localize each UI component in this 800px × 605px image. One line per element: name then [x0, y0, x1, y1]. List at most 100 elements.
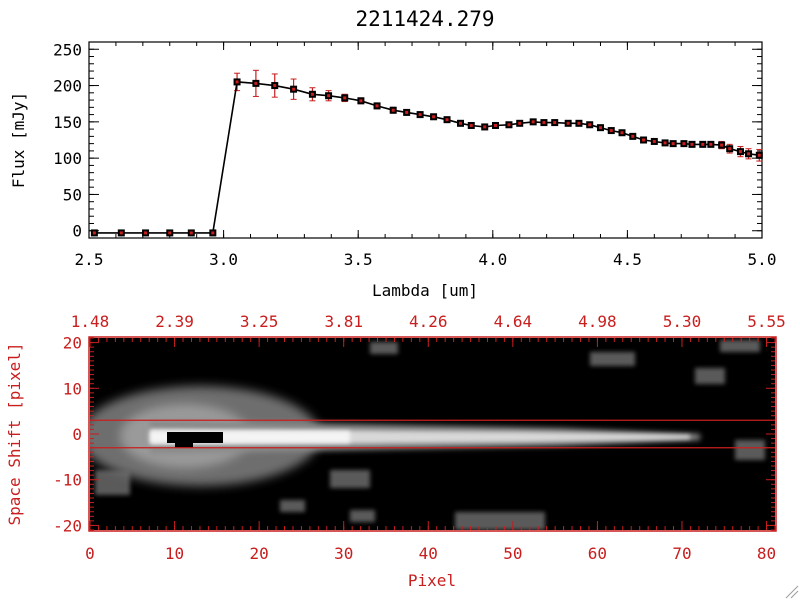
- space-shift-tick-label: 0: [72, 425, 82, 444]
- wavelength-tick-label: 3.25: [240, 312, 279, 331]
- spectrum-error-bars: [234, 69, 763, 162]
- spectrum-x-tick-label: 4.5: [613, 250, 642, 269]
- data-point-center: [757, 153, 761, 157]
- pixel-tick-label: 10: [165, 544, 184, 563]
- data-point-center: [483, 125, 487, 129]
- data-point-center: [418, 113, 422, 117]
- data-point-center: [375, 104, 379, 108]
- pixel-tick-label: 60: [588, 544, 607, 563]
- noise-patches: [95, 340, 765, 530]
- spectrum-plot: 2.5 3.0 3.5 4.0 4.5 5.0 0 50 100 150 200 250: [53, 40, 776, 269]
- space-shift-tick-label: -20: [53, 516, 82, 535]
- space-shift-axis-label: Space Shift [pixel]: [5, 342, 24, 525]
- data-point-center: [631, 134, 635, 138]
- space-shift-tick-label: -10: [53, 471, 82, 490]
- chart-title: 2211424.279: [355, 7, 494, 31]
- spectrum-line: [94, 81, 760, 234]
- data-point-center: [469, 123, 473, 127]
- data-point-center: [327, 94, 331, 98]
- data-point-center: [310, 92, 314, 96]
- data-point-center: [235, 80, 239, 84]
- data-point-center: [642, 138, 646, 142]
- spectrum-x-tick-label: 5.0: [748, 250, 777, 269]
- data-point-center: [542, 121, 546, 125]
- pixel-tick-label: 40: [419, 544, 438, 563]
- data-point-center: [663, 141, 667, 145]
- spectrum-x-tick-label: 4.0: [478, 250, 507, 269]
- pixel-tick-labels: 0 10 20 30 40 50 60 70 80: [85, 544, 776, 563]
- data-point-center: [254, 81, 258, 85]
- data-point-center: [119, 231, 123, 235]
- spectrum-y-tick-label: 150: [53, 113, 82, 132]
- spectrum-markers: [90, 78, 763, 237]
- data-point-center: [92, 231, 96, 235]
- data-point-center: [728, 147, 732, 151]
- wavelength-tick-label: 5.30: [663, 312, 702, 331]
- pixel-tick-label: 20: [250, 544, 269, 563]
- spectrum-x-axis-label: Lambda [um]: [372, 281, 478, 300]
- space-shift-tick-label: 10: [63, 379, 82, 398]
- space-shift-tick-label: 20: [63, 334, 82, 353]
- data-point-center: [652, 139, 656, 143]
- data-point-center: [747, 152, 751, 156]
- saturated-core: [167, 432, 223, 443]
- data-point-center: [458, 121, 462, 125]
- spectrum-x-tick-label: 3.0: [209, 250, 238, 269]
- pixel-tick-label: 80: [757, 544, 776, 563]
- pixel-tick-label: 0: [85, 544, 95, 563]
- wavelength-tick-label: 5.55: [747, 312, 786, 331]
- data-point-center: [211, 231, 215, 235]
- data-point-center: [432, 115, 436, 119]
- wavelength-tick-labels: 1.48 2.39 3.25 3.81 4.26 4.64 4.98 5.30 5.55: [71, 312, 786, 331]
- data-point-center: [359, 99, 363, 103]
- data-point-center: [168, 231, 172, 235]
- data-point-center: [405, 110, 409, 114]
- data-point-center: [671, 142, 675, 146]
- data-point-center: [518, 121, 522, 125]
- spectrum-plot-frame: [88, 41, 763, 239]
- spectrum-y-tick-label: 0: [72, 222, 82, 241]
- data-point-center: [189, 231, 193, 235]
- spectrum-ticks: [88, 42, 763, 238]
- data-point-center: [738, 150, 742, 154]
- spectrum-x-tick-label: 3.5: [344, 250, 373, 269]
- wavelength-tick-label: 3.81: [324, 312, 363, 331]
- saturated-core-notch: [175, 442, 193, 448]
- wavelength-tick-label: 4.98: [578, 312, 617, 331]
- data-point-center: [343, 96, 347, 100]
- data-point-center: [577, 121, 581, 125]
- spectral-image-ticks: [89, 337, 776, 531]
- data-point-center: [620, 131, 624, 135]
- spectrum-x-tick-labels: 2.5 3.0 3.5 4.0 4.5 5.0: [75, 250, 777, 269]
- spectral-image: [90, 338, 775, 530]
- data-point-center: [445, 118, 449, 122]
- wavelength-tick-label: 2.39: [155, 312, 194, 331]
- spectrum-y-axis-label: Flux [mJy]: [9, 92, 28, 188]
- data-point-center: [531, 120, 535, 124]
- data-point-center: [493, 123, 497, 127]
- spectrum-y-tick-label: 100: [53, 149, 82, 168]
- resize-grip-icon[interactable]: [785, 585, 799, 599]
- data-point-center: [709, 142, 713, 146]
- spectrum-x-tick-label: 2.5: [75, 250, 104, 269]
- spectrum-y-tick-label: 50: [63, 185, 82, 204]
- spectral-image-frame: [88, 336, 777, 532]
- pixel-tick-label: 70: [672, 544, 691, 563]
- spectrum-y-tick-labels: 0 50 100 150 200 250: [53, 40, 82, 240]
- data-point-center: [682, 142, 686, 146]
- data-point-center: [588, 123, 592, 127]
- pixel-tick-label: 30: [334, 544, 353, 563]
- data-point-center: [507, 123, 511, 127]
- wavelength-tick-label: 4.64: [494, 312, 533, 331]
- data-point-center: [701, 142, 705, 146]
- data-point-center: [609, 129, 613, 133]
- data-point-center: [553, 121, 557, 125]
- data-point-center: [720, 143, 724, 147]
- spectrum-y-tick-label: 250: [53, 40, 82, 59]
- space-shift-tick-labels: -20 -10 0 10 20: [53, 334, 82, 536]
- data-point-center: [391, 108, 395, 112]
- wavelength-tick-label: 4.26: [409, 312, 448, 331]
- wavelength-tick-label: 1.48: [71, 312, 110, 331]
